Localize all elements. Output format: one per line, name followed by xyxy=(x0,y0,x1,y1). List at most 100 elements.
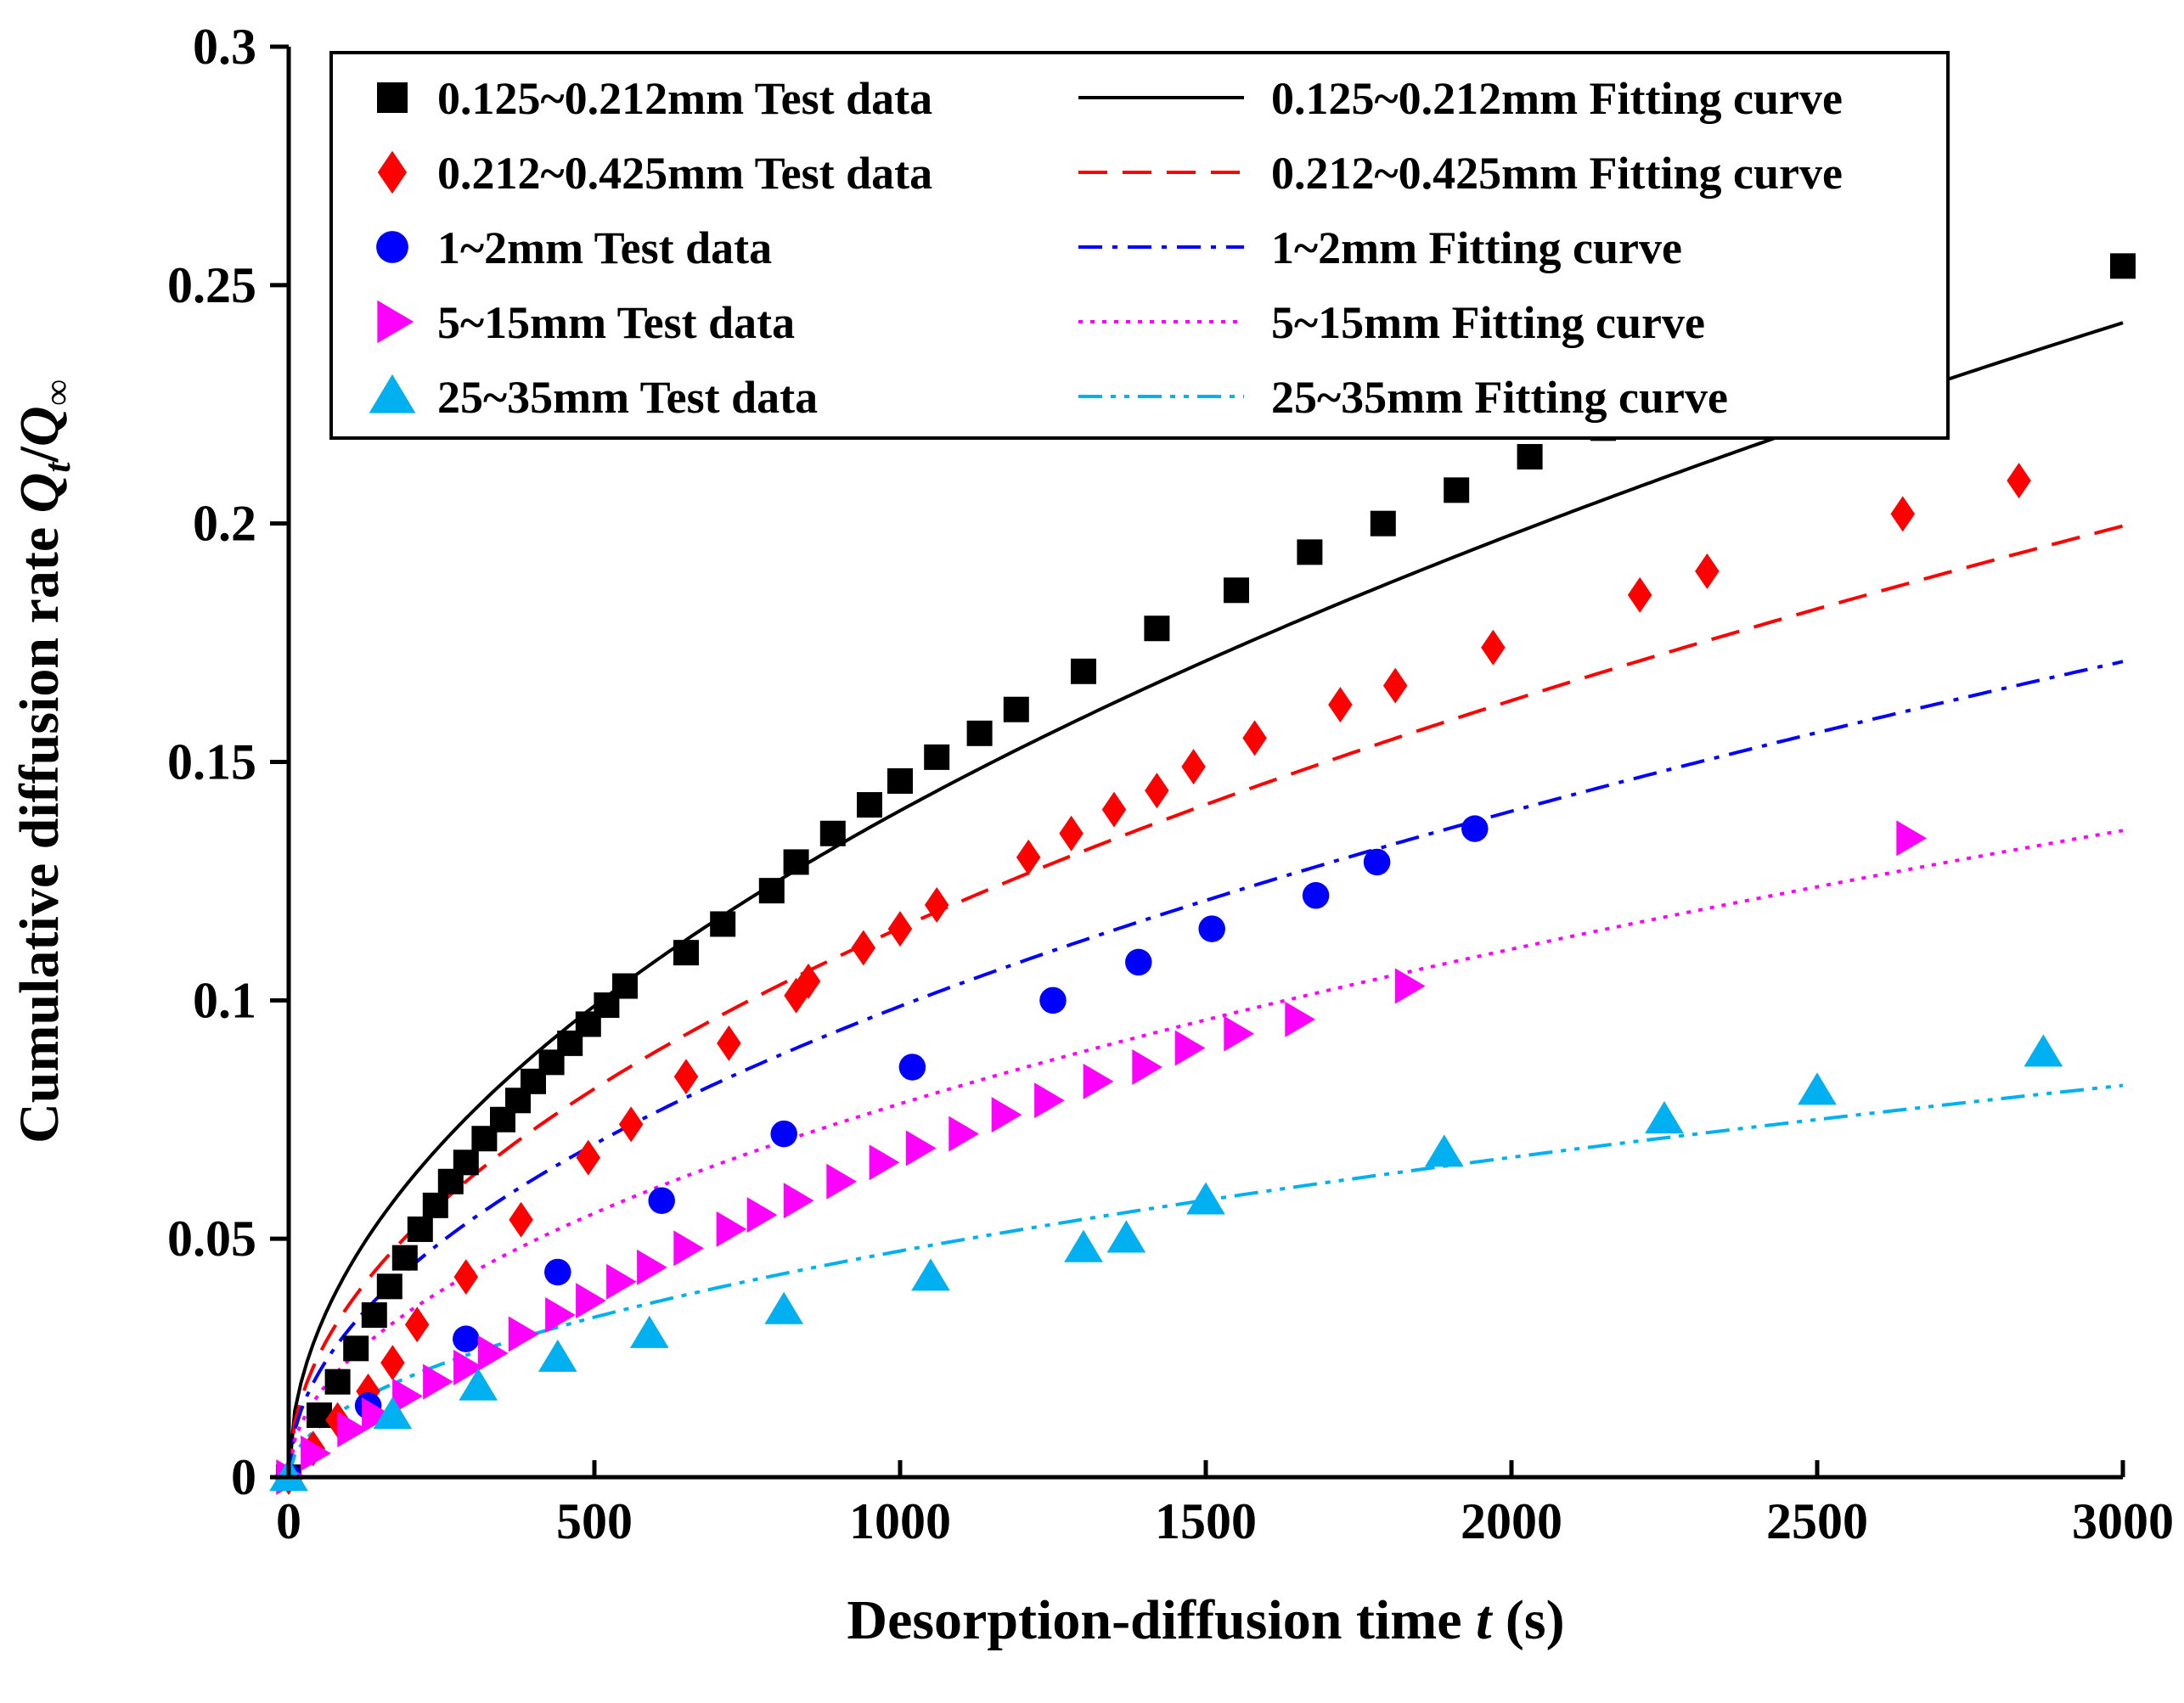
y-tick-label: 0 xyxy=(231,1449,256,1505)
data-point-series-5 xyxy=(629,1315,669,1348)
data-point-series-4 xyxy=(869,1144,900,1181)
data-point-series-4 xyxy=(1132,1048,1162,1085)
ticks: 0 500 1000 1500 2000 2500 3000 0 0.05 0.1 0.15 0.2 0… xyxy=(167,19,2174,1549)
data-point-series-4 xyxy=(673,1230,704,1267)
x-tick-label: 0 xyxy=(276,1493,301,1549)
data-point-series-2 xyxy=(1627,576,1652,613)
data-point-series-1 xyxy=(758,878,785,904)
y-tick-label: 0.2 xyxy=(193,496,256,552)
data-point-series-3 xyxy=(1125,948,1152,976)
data-point-series-3 xyxy=(1198,915,1225,942)
x-tick-label: 1000 xyxy=(849,1493,951,1549)
data-point-series-2 xyxy=(887,911,913,947)
data-point-series-3 xyxy=(1302,882,1330,909)
data-point-series-1 xyxy=(673,940,699,966)
data-point-series-2 xyxy=(1242,720,1267,756)
data-point-series-3 xyxy=(1363,848,1391,876)
data-point-series-1 xyxy=(376,1273,402,1300)
legend-label: 1~2mm Test data xyxy=(437,222,772,273)
data-point-series-4 xyxy=(508,1316,539,1352)
fitting-curve-1 xyxy=(287,321,2124,1478)
data-point-series-1 xyxy=(361,1302,387,1329)
data-point-series-2 xyxy=(618,1106,644,1143)
data-point-series-2 xyxy=(380,1345,405,1381)
data-point-series-3 xyxy=(1461,815,1489,842)
data-point-series-2 xyxy=(924,887,949,923)
x-tick-label: 3000 xyxy=(2072,1493,2174,1549)
legend-label: 1~2mm Fitting curve xyxy=(1271,222,1682,273)
data-point-series-1 xyxy=(1517,444,1543,470)
data-point-series-4 xyxy=(337,1411,368,1447)
y-axis-title: Cumulative diffusion rate Qt/Q∞ xyxy=(8,379,78,1144)
data-point-series-4 xyxy=(301,1435,331,1471)
data-point-series-4 xyxy=(1394,968,1426,1004)
data-point-series-4 xyxy=(905,1130,937,1166)
data-point-series-1 xyxy=(1071,658,1096,684)
x-tick-label: 500 xyxy=(556,1493,633,1549)
data-point-series-1 xyxy=(857,792,882,818)
data-point-series-4 xyxy=(1034,1082,1065,1119)
data-point-series-4 xyxy=(477,1335,509,1371)
data-point-series-4 xyxy=(991,1097,1022,1133)
data-point-series-1 xyxy=(710,911,736,937)
data-point-series-4 xyxy=(545,1297,576,1334)
legend-marker xyxy=(377,82,408,113)
data-point-series-2 xyxy=(1181,749,1206,785)
data-point-series-1 xyxy=(343,1335,369,1362)
data-point-series-1 xyxy=(1370,510,1396,537)
data-point-series-4 xyxy=(576,1283,606,1319)
fitting-curve-5 xyxy=(287,1083,2124,1478)
data-point-series-1 xyxy=(2110,253,2136,279)
legend-label: 0.125~0.212mm Test data xyxy=(437,73,932,124)
legend-marker xyxy=(376,231,408,263)
data-point-series-2 xyxy=(851,930,876,966)
data-point-series-1 xyxy=(1297,539,1323,565)
data-point-series-5 xyxy=(1424,1134,1464,1167)
data-point-series-2 xyxy=(1145,773,1169,809)
data-point-series-4 xyxy=(1224,1015,1254,1052)
data-point-series-1 xyxy=(612,973,638,999)
data-point-series-1 xyxy=(783,849,809,875)
data-point-series-3 xyxy=(770,1120,797,1148)
legend-label: 25~35mm Test data xyxy=(437,372,818,423)
data-point-series-3 xyxy=(453,1325,480,1352)
data-point-series-2 xyxy=(1695,553,1720,589)
x-tick-label: 2000 xyxy=(1461,1493,1562,1549)
data-point-series-4 xyxy=(362,1397,392,1433)
data-point-series-2 xyxy=(717,1025,741,1061)
data-point-series-1 xyxy=(422,1192,448,1218)
data-point-series-4 xyxy=(826,1163,857,1200)
data-point-series-2 xyxy=(1059,815,1084,852)
data-point-series-2 xyxy=(509,1201,533,1238)
data-point-series-1 xyxy=(453,1149,479,1176)
data-point-series-2 xyxy=(453,1259,479,1296)
y-tick-label: 0.05 xyxy=(167,1211,256,1267)
data-point-series-2 xyxy=(1328,687,1353,723)
data-point-series-3 xyxy=(544,1258,571,1286)
data-point-series-5 xyxy=(1106,1220,1146,1253)
data-point-series-2 xyxy=(1481,629,1506,666)
data-point-series-2 xyxy=(404,1307,430,1343)
legend-marker xyxy=(377,300,414,344)
data-point-series-2 xyxy=(1016,839,1041,875)
data-point-series-4 xyxy=(1174,1030,1206,1066)
data-point-series-1 xyxy=(407,1216,433,1242)
data-point-series-5 xyxy=(764,1291,804,1324)
data-point-series-1 xyxy=(819,820,846,846)
data-point-series-1 xyxy=(966,720,993,746)
data-point-series-4 xyxy=(716,1211,747,1247)
data-point-series-4 xyxy=(637,1249,667,1285)
fitting-curve-4 xyxy=(287,829,2124,1478)
data-point-series-4 xyxy=(1083,1063,1114,1099)
data-point-series-3 xyxy=(648,1187,675,1214)
x-axis-title: Desorption-diffusion time t (s) xyxy=(847,1589,1564,1651)
fitting-curve-2 xyxy=(287,524,2124,1478)
data-point-series-5 xyxy=(538,1339,577,1372)
y-tick-label: 0.15 xyxy=(167,734,256,790)
data-point-series-5 xyxy=(1186,1182,1225,1215)
data-point-series-1 xyxy=(1224,577,1249,604)
data-point-series-2 xyxy=(1101,791,1127,828)
data-point-series-3 xyxy=(898,1054,926,1081)
